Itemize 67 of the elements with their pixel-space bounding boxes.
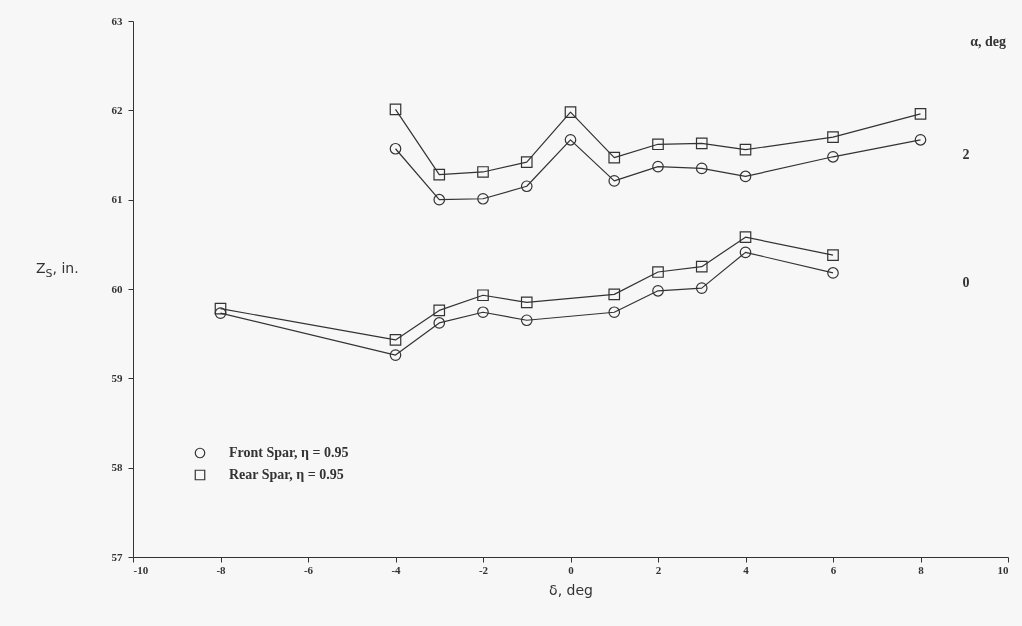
y-tick-label: 57	[111, 550, 123, 563]
point	[827, 150, 839, 163]
annotation: α, deg	[970, 34, 1006, 49]
y-tick-label: 63	[111, 14, 123, 27]
point	[652, 284, 664, 297]
point	[914, 108, 927, 120]
legend-label: Rear Spar, η = 0.95	[229, 467, 344, 482]
y-tick-label: 58	[111, 461, 123, 474]
point	[520, 296, 533, 309]
point	[477, 306, 489, 319]
point	[520, 156, 533, 168]
point	[389, 334, 402, 346]
y-tick-label: 59	[111, 371, 123, 384]
y-tick-label: 60	[111, 282, 123, 295]
y-tick-label: 62	[111, 103, 123, 116]
x-tick-label: -8	[216, 563, 227, 576]
point	[827, 131, 839, 143]
point	[433, 193, 446, 206]
x-tick-label: 4	[743, 563, 750, 576]
point	[695, 162, 708, 175]
point	[520, 314, 533, 327]
y-axis-title: Z$_{S}$, in.	[36, 260, 79, 280]
point	[739, 246, 752, 259]
point	[520, 180, 533, 193]
point	[433, 168, 446, 181]
x-tick-label: -2	[478, 563, 489, 576]
x-tick-label: -6	[303, 563, 314, 576]
x-tick-label: -4	[391, 563, 402, 576]
annotation: 0	[962, 275, 970, 290]
point	[652, 138, 664, 151]
point	[695, 260, 708, 273]
point	[652, 266, 664, 278]
point	[214, 307, 227, 319]
x-axis-title: δ, deg	[549, 581, 593, 598]
point	[739, 170, 752, 183]
x-tick-label: 0	[568, 563, 575, 576]
point	[564, 133, 577, 146]
point	[695, 282, 708, 294]
point	[608, 306, 621, 319]
point	[652, 160, 664, 173]
point	[739, 231, 752, 244]
point	[695, 137, 708, 150]
point	[914, 133, 927, 146]
annotation: 2	[962, 147, 970, 162]
point	[608, 175, 621, 187]
point	[564, 106, 577, 118]
x-tick-label: 10	[997, 563, 1009, 576]
point	[389, 103, 402, 116]
point	[433, 304, 446, 317]
point	[608, 151, 621, 164]
point	[827, 249, 839, 261]
point	[477, 192, 489, 205]
point	[827, 267, 839, 279]
point	[477, 166, 489, 178]
x-tick-label: 8	[918, 563, 925, 576]
point	[389, 142, 402, 155]
y-tick-label: 61	[111, 193, 123, 206]
x-tick-label: 6	[830, 563, 837, 576]
point	[739, 143, 752, 156]
x-tick-label: -10	[133, 563, 149, 576]
point	[477, 289, 489, 302]
point	[389, 349, 402, 361]
point	[433, 317, 446, 329]
x-tick-label: 2	[655, 563, 662, 576]
legend-label: Front Spar, η = 0.95	[229, 445, 349, 460]
point	[608, 288, 621, 301]
point	[214, 302, 227, 315]
